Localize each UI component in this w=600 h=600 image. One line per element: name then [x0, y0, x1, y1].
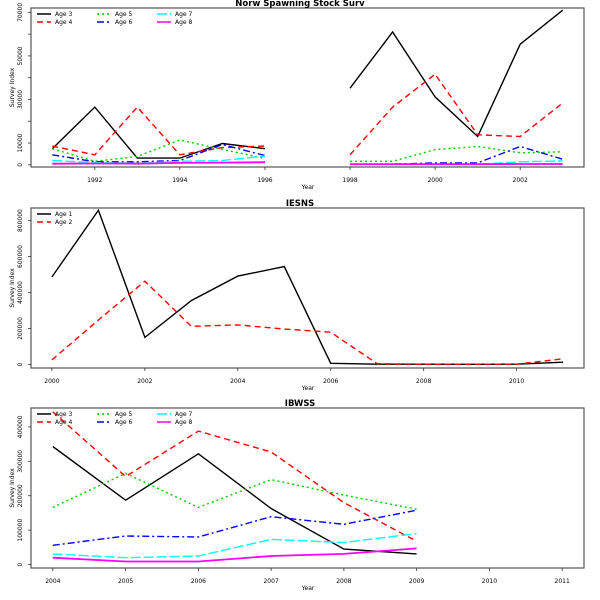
- series-line-age-8: [52, 161, 563, 166]
- chart-title: IBWSS: [285, 399, 315, 409]
- legend-label: Age 1: [55, 211, 73, 218]
- y-tick-label: 300000: [17, 450, 24, 473]
- series-line-age-3: [52, 445, 417, 555]
- x-axis-label: Year: [301, 184, 315, 191]
- x-tick-label: 2002: [513, 177, 528, 184]
- x-tick-label: 2007: [263, 578, 278, 585]
- x-tick-label: 2005: [118, 578, 133, 585]
- chart-title: IESNS: [286, 199, 314, 209]
- legend-label: Age 7: [175, 11, 193, 18]
- y-tick-label: 0: [17, 362, 24, 366]
- x-tick-label: 2006: [323, 378, 338, 385]
- y-tick-label: 50000: [17, 46, 24, 65]
- x-tick-label: 2008: [416, 378, 431, 385]
- x-tick-label: 2009: [409, 578, 424, 585]
- series-line-age-5: [52, 139, 563, 163]
- x-axis-label: Year: [301, 585, 315, 592]
- x-axis-label: Year: [301, 385, 315, 392]
- y-tick-label: 0: [17, 562, 24, 566]
- y-tick-label: 400000: [17, 281, 24, 304]
- legend-label: Age 3: [55, 411, 73, 418]
- legend-label: Age 4: [55, 19, 73, 26]
- x-tick-label: 2000: [427, 177, 442, 184]
- chart-panel-3: IBWSS Year Survey Index 2004 2005 2006 2007 200…: [9, 399, 585, 592]
- y-tick-label: 10000: [17, 133, 24, 152]
- y-axis-label: Survey Index: [9, 468, 16, 508]
- x-tick-label: 2002: [137, 378, 152, 385]
- x-tick-label: 2011: [555, 578, 570, 585]
- x-tick-label: 1992: [87, 177, 102, 184]
- y-tick-label: 0: [17, 163, 24, 167]
- plot-frame: [30, 7, 585, 168]
- legend-label: Age 5: [115, 411, 133, 418]
- y-tick-label: 800000: [17, 209, 24, 232]
- legend-label: Age 6: [115, 19, 133, 26]
- y-axis-label: Survey Index: [9, 67, 16, 107]
- x-tick-label: 1994: [172, 177, 187, 184]
- y-tick-label: 200000: [17, 484, 24, 507]
- chart-panel-1: Norw Spawning Stock Surv Year Survey Index…: [9, 0, 585, 191]
- series-line-age-8: [52, 547, 417, 563]
- legend-label: Age 7: [175, 411, 193, 418]
- legend-label: Age 5: [115, 11, 133, 18]
- y-tick-label: 200000: [17, 317, 24, 340]
- x-tick-label: 1996: [257, 177, 272, 184]
- legend-label: Age 3: [55, 11, 73, 18]
- legend-label: Age 6: [115, 419, 133, 426]
- plot-frame: [30, 207, 585, 369]
- y-tick-label: 30000: [17, 90, 24, 109]
- legend-label: Age 4: [55, 419, 73, 426]
- x-tick-label: 2006: [191, 578, 206, 585]
- x-tick-label: 2008: [336, 578, 351, 585]
- legend-label: Age 2: [55, 219, 73, 226]
- x-tick-label: 1998: [342, 177, 357, 184]
- legend-label: Age 8: [175, 419, 193, 426]
- series-line-age-6: [52, 509, 417, 546]
- x-tick-label: 2000: [44, 378, 59, 385]
- chart-title: Norw Spawning Stock Surv: [235, 0, 365, 9]
- x-tick-label: 2010: [482, 578, 497, 585]
- series-line-age-4: [52, 73, 564, 156]
- series-line-age-2: [51, 280, 564, 365]
- y-tick-label: 600000: [17, 245, 24, 268]
- legend-label: Age 8: [175, 19, 193, 26]
- chart-panel-2: IESNS Year Survey Index 2000 2002 2004 2006 200…: [9, 199, 585, 392]
- y-tick-label: 70000: [17, 3, 24, 22]
- series-line-age-3: [51, 9, 564, 159]
- y-axis-label: Survey Index: [9, 268, 16, 308]
- y-tick-label: 400000: [17, 415, 24, 438]
- x-tick-label: 2004: [45, 578, 60, 585]
- x-tick-label: 2010: [509, 378, 524, 385]
- series-line-age-4: [52, 411, 417, 542]
- y-tick-label: 100000: [17, 519, 24, 542]
- x-tick-label: 2004: [230, 378, 245, 385]
- series-line-age-7: [52, 532, 417, 559]
- series-line-age-5: [52, 472, 417, 510]
